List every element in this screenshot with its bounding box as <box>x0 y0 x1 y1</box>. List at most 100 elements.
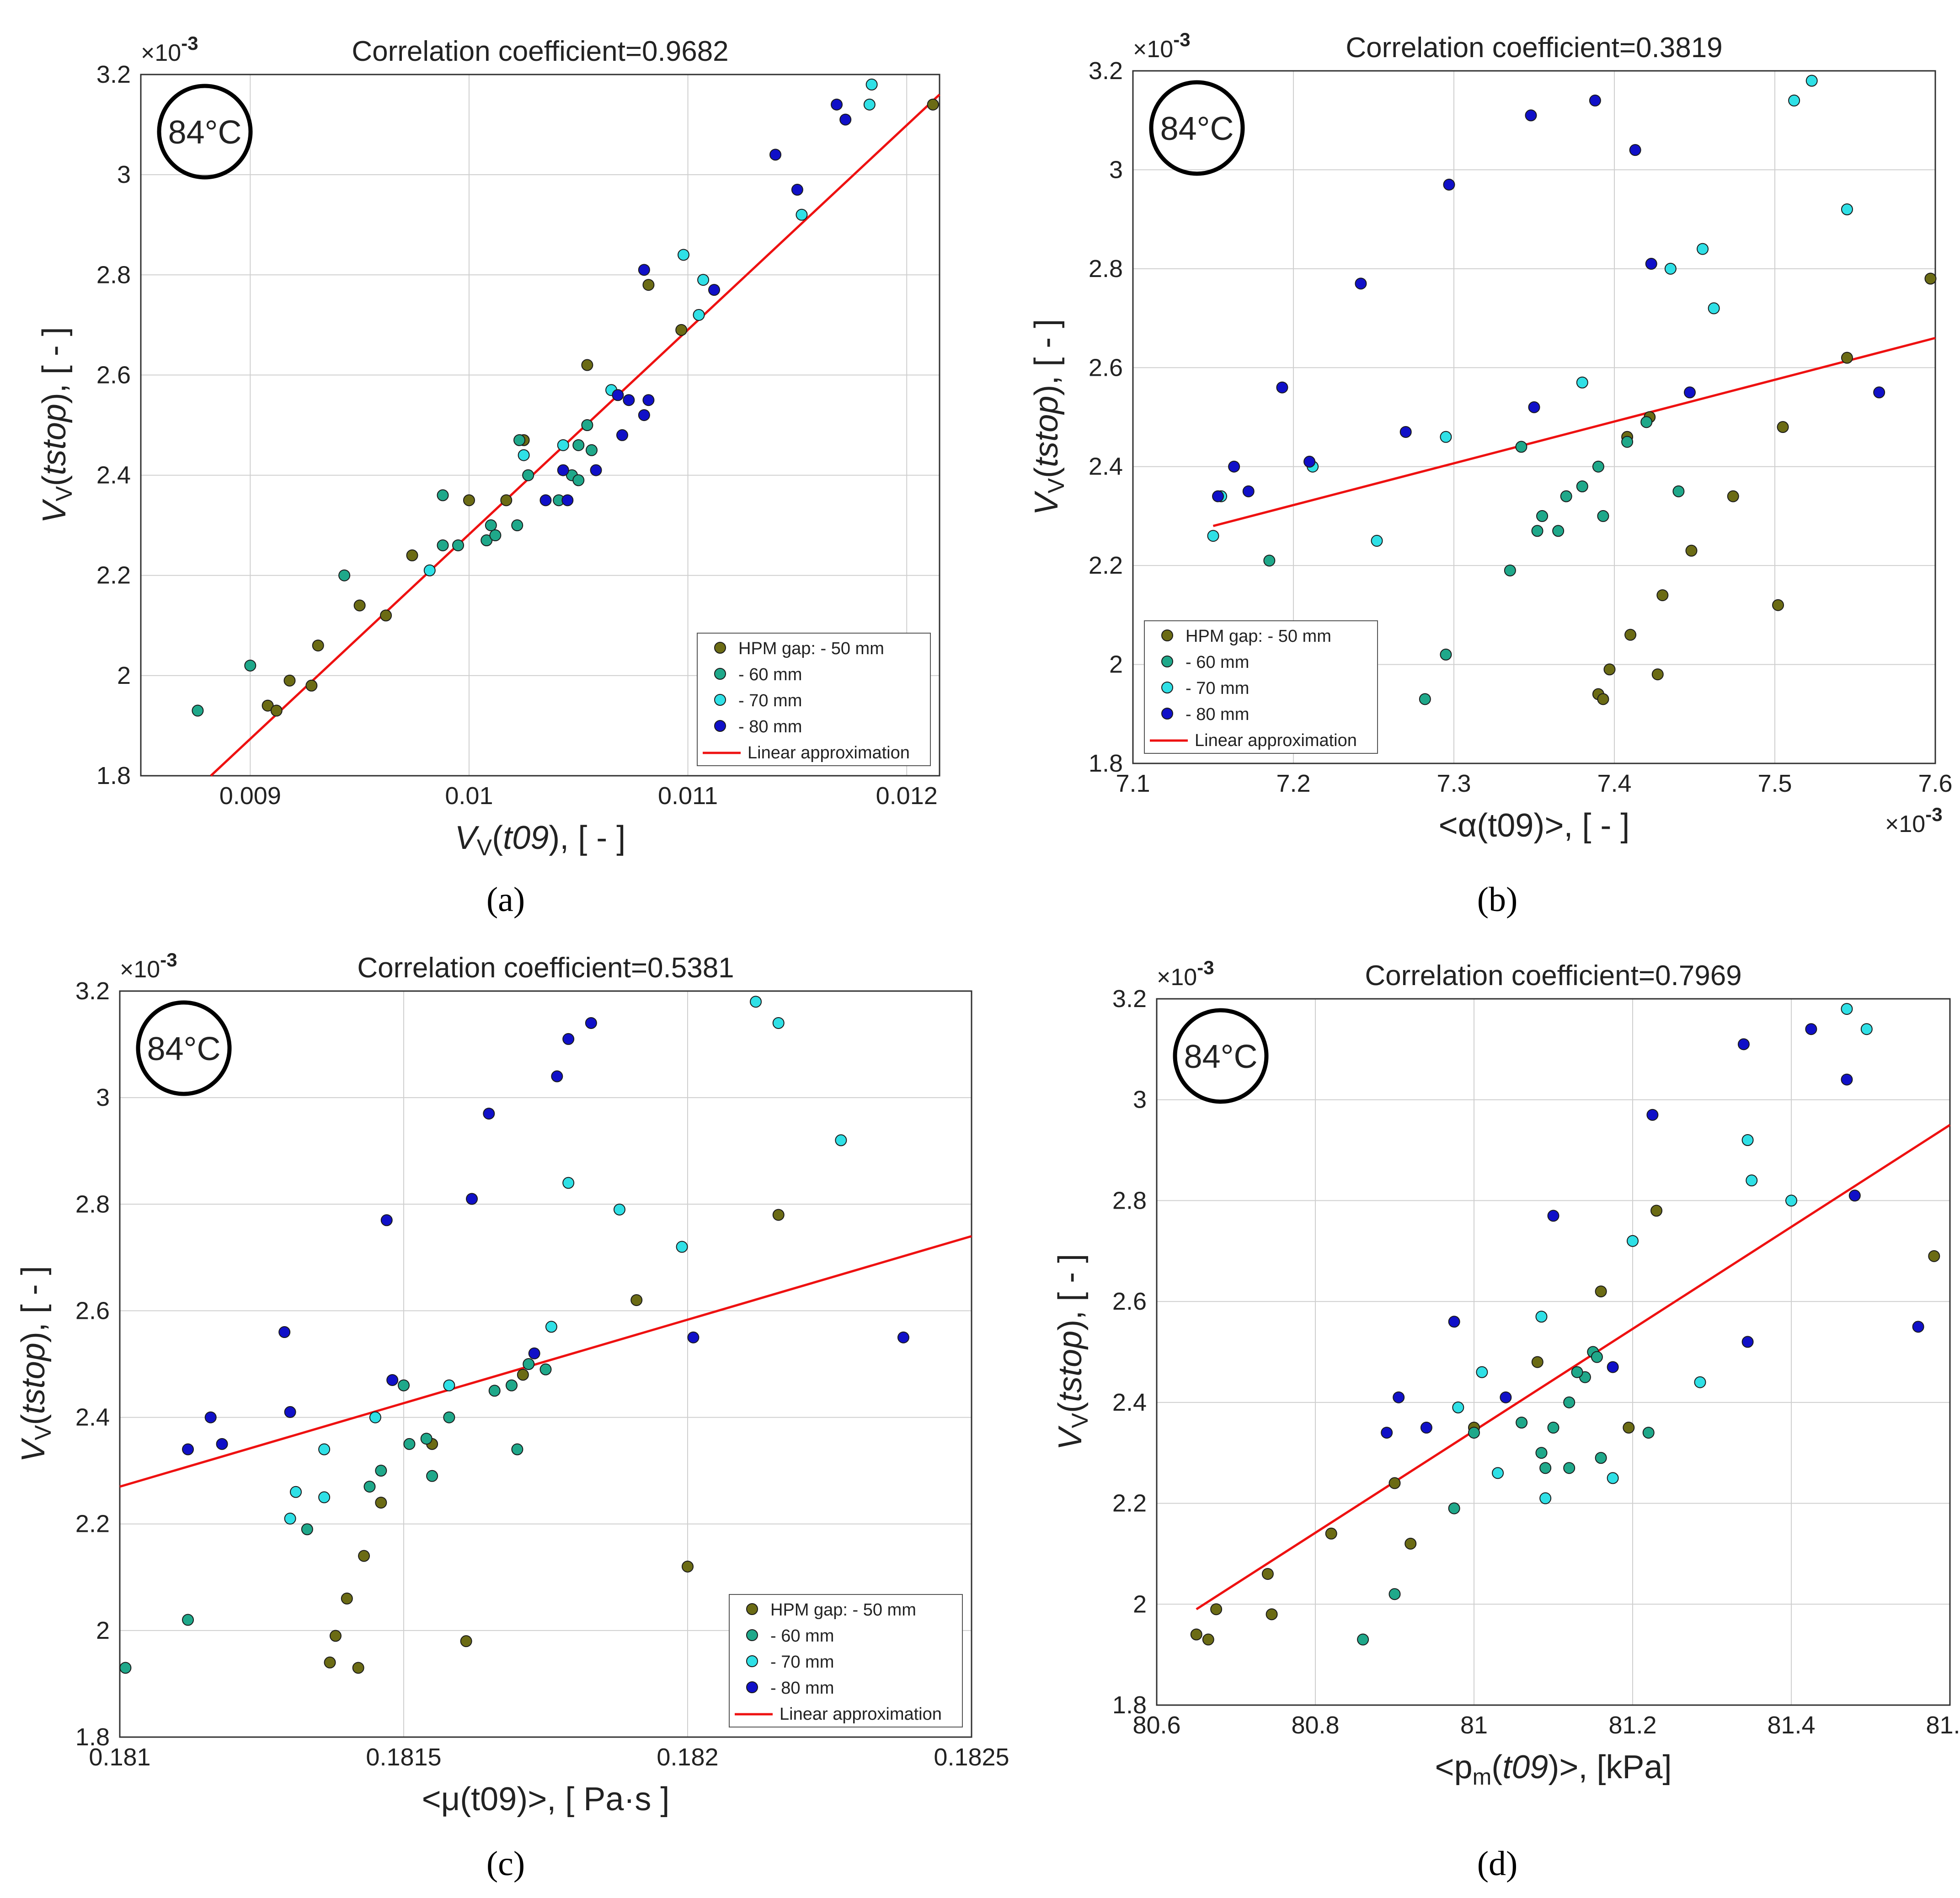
x-tick-label: 80.8 <box>1291 1711 1339 1739</box>
data-point <box>1303 455 1316 468</box>
data-point <box>1664 262 1677 275</box>
data-point <box>1912 1321 1924 1333</box>
data-point <box>1772 599 1784 611</box>
plot-frame <box>1156 998 1951 1706</box>
data-point <box>1785 1194 1797 1207</box>
data-point <box>1539 1462 1552 1474</box>
data-point <box>426 1470 438 1482</box>
data-point <box>505 1379 518 1392</box>
data-point <box>192 704 204 717</box>
y-tick-label: 3.2 <box>1112 985 1147 1013</box>
data-point <box>528 1347 540 1360</box>
data-point <box>380 1214 393 1226</box>
data-point <box>708 284 721 296</box>
legend-entry: - 80 mm <box>1186 705 1249 724</box>
legend-marker <box>746 1603 758 1615</box>
data-point <box>1576 376 1588 389</box>
legend-entry: - 70 mm <box>738 691 802 710</box>
legend-marker <box>746 1655 758 1667</box>
data-point <box>481 534 493 547</box>
chart-title: Correlation coefficient=0.7969 <box>1365 960 1741 992</box>
data-point <box>1694 1376 1706 1388</box>
data-point <box>1355 277 1367 290</box>
data-point <box>1924 272 1937 285</box>
y-tick-label: 3 <box>1133 1086 1147 1114</box>
data-point <box>290 1486 302 1498</box>
data-point <box>772 1209 785 1221</box>
data-point <box>511 519 523 532</box>
y-tick-label: 2.2 <box>1089 552 1123 579</box>
x-tick-label: 81.6 <box>1926 1711 1960 1739</box>
data-point <box>561 494 574 506</box>
data-point <box>1242 485 1255 497</box>
data-point <box>380 609 392 622</box>
data-point <box>927 98 939 111</box>
data-point <box>1697 243 1709 255</box>
data-point <box>518 449 530 461</box>
data-point <box>865 78 878 91</box>
panel-sublabel: (d) <box>1477 1845 1518 1883</box>
temperature-badge <box>1149 80 1245 176</box>
x-tick-label: 7.2 <box>1276 770 1310 797</box>
data-point <box>1266 1608 1278 1621</box>
linear-fit-line <box>1212 336 1936 527</box>
data-point <box>1190 1628 1202 1641</box>
data-point <box>1746 1174 1758 1187</box>
data-point <box>1621 436 1634 448</box>
data-point <box>791 184 803 196</box>
data-point <box>897 1331 909 1344</box>
data-point <box>403 1438 416 1450</box>
data-point <box>1595 1285 1607 1298</box>
series-g70 <box>284 996 847 1525</box>
data-point <box>630 1294 643 1306</box>
y-tick-label: 2.8 <box>96 261 131 288</box>
data-point <box>1841 352 1853 364</box>
data-point <box>697 274 710 286</box>
x-tick-label: 7.6 <box>1918 770 1952 797</box>
y-tick-label: 2.6 <box>1089 354 1123 381</box>
temperature-label: 84°C <box>1184 1039 1258 1075</box>
x-axis-label: <pm(t09)>, [kPa] <box>1435 1749 1672 1790</box>
plot-frame <box>119 990 972 1738</box>
data-point <box>358 1550 370 1562</box>
x-tick-label: 0.181 <box>89 1743 150 1771</box>
data-point <box>119 1662 132 1674</box>
x-tick-label: 7.3 <box>1437 770 1471 797</box>
legend-entry: - 80 mm <box>770 1679 834 1698</box>
x-tick-label: 0.009 <box>219 782 281 810</box>
data-point <box>312 640 324 652</box>
data-point <box>1777 421 1789 433</box>
legend-marker <box>714 720 726 732</box>
data-point <box>572 439 585 451</box>
data-point <box>352 1662 364 1674</box>
temperature-badge <box>157 84 253 180</box>
data-point <box>1389 1588 1401 1600</box>
series-g70 <box>1207 75 1853 547</box>
legend: HPM gap: - 50 mm - 60 mm - 70 mm - 80 mm… <box>697 633 931 766</box>
data-point <box>463 494 475 506</box>
y-tick-label: 2.8 <box>75 1190 110 1218</box>
linear-fit-line <box>119 1235 972 1488</box>
legend-entry: - 70 mm <box>1186 679 1249 698</box>
data-point <box>1448 1316 1460 1328</box>
data-point <box>301 1523 313 1535</box>
series-g60 <box>1357 1346 1655 1646</box>
data-point <box>489 529 502 542</box>
y-axis-label: VV(tstop), [ - ] <box>36 327 77 523</box>
chart-title: Correlation coefficient=0.5381 <box>357 952 734 984</box>
data-point <box>693 309 705 321</box>
data-point <box>545 1321 557 1333</box>
y-tick-label: 3 <box>117 161 131 188</box>
data-point <box>1468 1427 1480 1439</box>
data-point <box>1597 693 1609 705</box>
data-point <box>1535 1311 1548 1323</box>
data-point <box>1357 1633 1369 1646</box>
data-point <box>687 1331 700 1344</box>
data-point <box>1531 525 1543 537</box>
legend-entry: - 60 mm <box>1186 653 1249 672</box>
legend-marker <box>714 642 726 654</box>
data-point <box>513 434 526 446</box>
data-point <box>443 1411 455 1424</box>
data-point <box>437 539 449 551</box>
